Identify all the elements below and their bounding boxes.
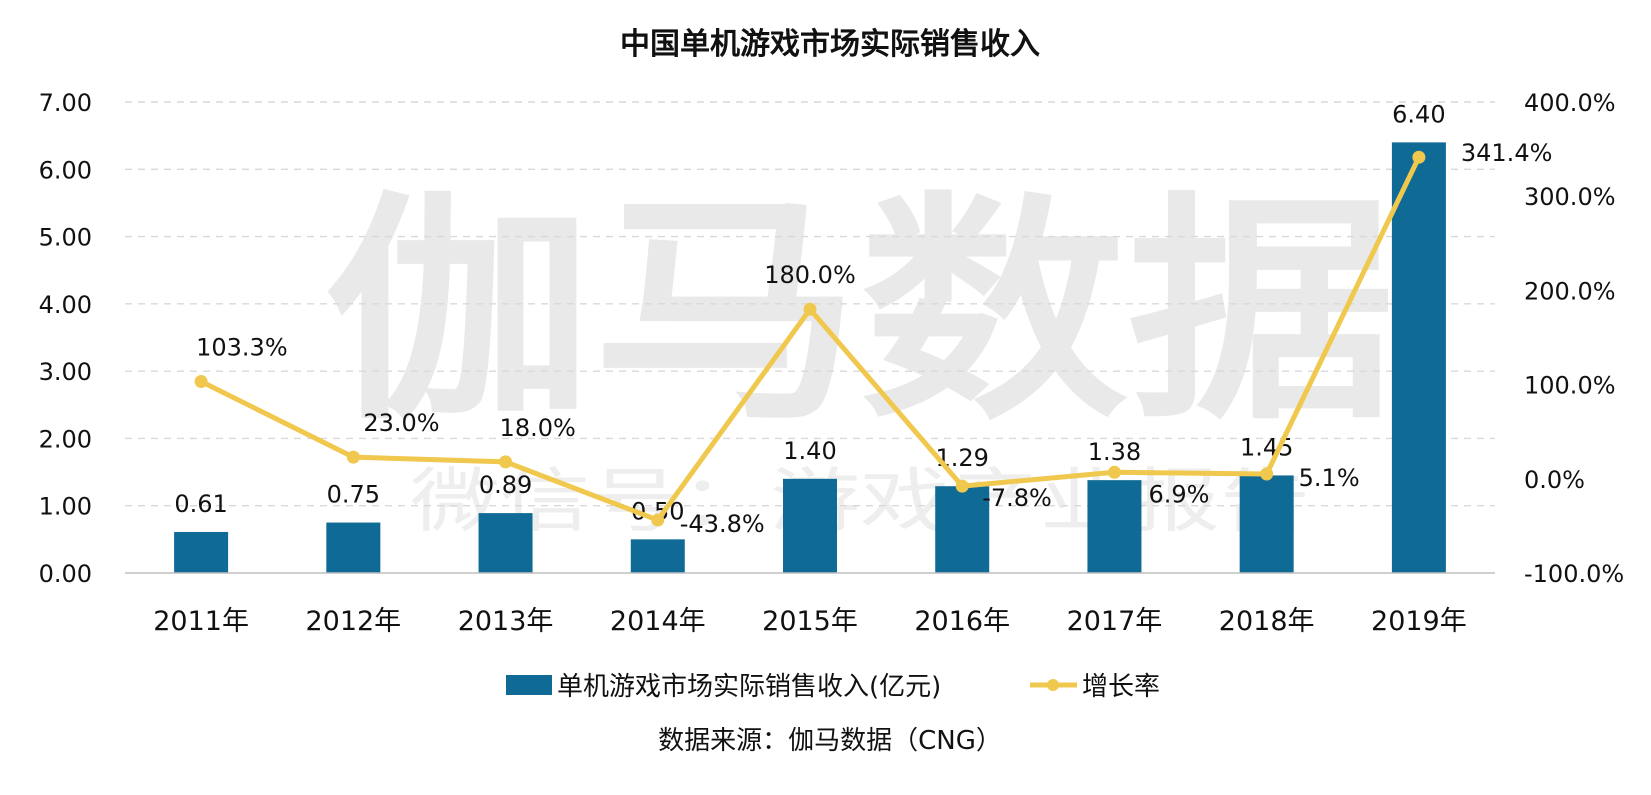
legend-bar-swatch: [506, 675, 552, 695]
bar: [174, 531, 229, 573]
bar: [630, 539, 685, 573]
left-tick-label: 2.00: [39, 425, 92, 453]
right-tick-label: 100.0%: [1524, 372, 1616, 400]
right-tick-label: 200.0%: [1524, 277, 1616, 305]
bar: [783, 478, 837, 573]
line-data-label: 341.4%: [1461, 139, 1553, 167]
x-axis: 2011年 2012年 2013年 2014年 2015年 2016年 2017年 2018年…: [125, 572, 1495, 637]
chart-title: 中国单机游戏市场实际销售收入: [620, 27, 1040, 62]
right-axis: -100.0% 0.0% 100.0% 200.0% 300.0% 400.0%: [1524, 89, 1624, 588]
line-data-label: 23.0%: [363, 409, 439, 437]
line-point: [955, 479, 969, 493]
line-point: [1260, 467, 1274, 481]
right-tick-label: -100.0%: [1524, 560, 1624, 588]
bar-data-label: 0.61: [174, 490, 227, 518]
line-series: 103.3% 23.0% 18.0% -43.8% 180.0% -7.8% 6.9% 5.1…: [194, 139, 1553, 538]
line-point: [499, 455, 513, 469]
bar: [478, 513, 533, 573]
left-tick-label: 5.00: [39, 224, 92, 252]
left-tick-label: 1.00: [39, 493, 92, 521]
line-data-label: -7.8%: [982, 484, 1052, 512]
line-data-label: 180.0%: [764, 261, 856, 289]
left-tick-label: 4.00: [39, 291, 92, 319]
legend-line-marker: [1047, 679, 1059, 691]
watermark-main: 伽马数据: [325, 172, 1395, 452]
legend-bar-label: 单机游戏市场实际销售收入(亿元): [557, 672, 941, 702]
left-axis: 0.00 1.00 2.00 3.00 4.00 5.00 6.00 7.00: [39, 89, 92, 588]
bar: [935, 486, 990, 573]
x-tick-label: 2016年: [914, 606, 1010, 637]
legend-line-label: 增长率: [1082, 672, 1160, 702]
bar-series: 0.61 0.75 0.890.501.40 1.29 1.38 1.456.40: [174, 100, 1446, 573]
line-data-label: 6.9%: [1148, 480, 1209, 508]
line-point: [1412, 150, 1426, 164]
left-tick-label: 0.00: [39, 560, 92, 588]
bar-data-label: 1.40: [783, 437, 836, 465]
bar-data-label: 1.38: [1088, 438, 1141, 466]
right-tick-label: 400.0%: [1524, 89, 1616, 117]
left-tick-label: 7.00: [39, 89, 92, 117]
bar: [1087, 480, 1142, 573]
bar-data-label: 6.40: [1392, 100, 1445, 128]
bar: [1391, 142, 1446, 573]
line-point: [194, 374, 208, 388]
x-tick-label: 2019年: [1371, 606, 1467, 637]
bar: [1239, 475, 1294, 573]
x-tick-label: 2015年: [762, 606, 858, 637]
bar: [326, 522, 381, 573]
x-tick-label: 2014年: [610, 606, 706, 637]
left-tick-label: 3.00: [39, 358, 92, 386]
line-point: [346, 450, 360, 464]
bar-data-label: 0.75: [327, 481, 380, 509]
source-note: 数据来源：伽马数据（CNG）: [658, 726, 1002, 756]
left-tick-label: 6.00: [39, 156, 92, 184]
line-point: [803, 302, 817, 316]
line-point: [1107, 465, 1121, 479]
line-data-label: 103.3%: [196, 333, 288, 361]
right-tick-label: 0.0%: [1524, 466, 1585, 494]
x-tick-label: 2011年: [153, 606, 249, 637]
line-data-label: -43.8%: [680, 510, 765, 538]
right-tick-label: 300.0%: [1524, 183, 1616, 211]
line-point: [651, 513, 665, 527]
line-data-label: 18.0%: [500, 414, 576, 442]
x-tick-label: 2012年: [305, 606, 401, 637]
bar-data-label: 0.89: [479, 471, 532, 499]
x-tick-label: 2017年: [1067, 606, 1163, 637]
x-tick-label: 2013年: [458, 606, 554, 637]
x-tick-label: 2018年: [1219, 606, 1315, 637]
legend: 单机游戏市场实际销售收入(亿元) 增长率: [506, 672, 1160, 702]
line-data-label: 5.1%: [1299, 464, 1360, 492]
